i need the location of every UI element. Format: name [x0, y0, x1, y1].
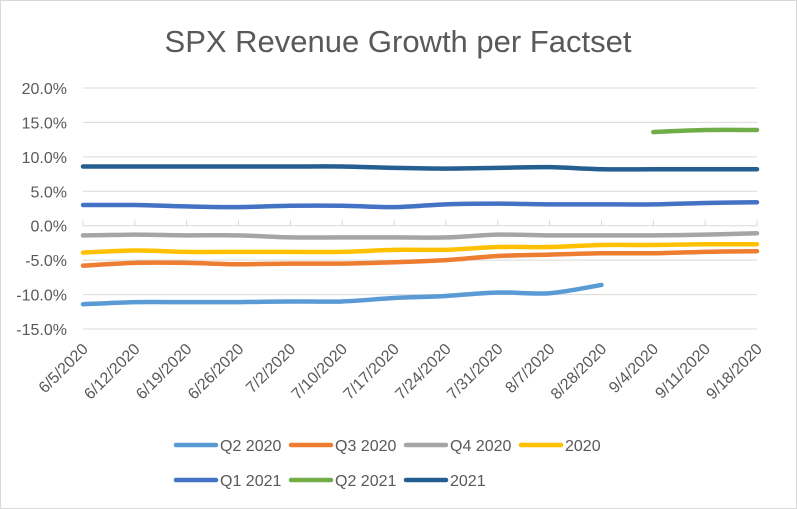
x-tick-label: 8/28/2020	[548, 341, 610, 403]
x-tick-label: 9/18/2020	[703, 341, 765, 403]
y-tick-label: 0.0%	[31, 219, 67, 236]
y-tick-label: 5.0%	[31, 184, 67, 201]
series-line-q3-2020	[80, 248, 760, 268]
legend-item-q3-2020: Q3 2020	[288, 438, 396, 455]
legend-label: Q1 2021	[220, 473, 281, 490]
y-tick-label: -10.0%	[16, 288, 67, 305]
legend-label: Q2 2020	[220, 438, 281, 455]
y-tick-label: 20.0%	[22, 81, 67, 98]
x-axis-labels: 6/5/20206/12/20206/19/20206/26/20207/2/2…	[36, 341, 766, 403]
series-line-2020	[80, 242, 760, 255]
y-tick-label: 10.0%	[22, 150, 67, 167]
legend-label: 2020	[565, 438, 601, 455]
y-tick-label: -5.0%	[25, 253, 67, 270]
legend-item-q1-2021: Q1 2021	[173, 473, 281, 490]
legend-label: Q4 2020	[450, 438, 511, 455]
series-line-2021	[80, 164, 760, 172]
legend-label: Q2 2021	[335, 473, 396, 490]
x-tick-label: 6/19/2020	[133, 341, 195, 403]
legend: Q2 2020 Q3 2020 Q4 2020 2020 Q1 2021 Q2 2021 2…	[173, 438, 601, 490]
chart-title: SPX Revenue Growth per Factset	[165, 24, 632, 59]
x-tick-label: 7/31/2020	[444, 341, 506, 403]
legend-label: 2021	[450, 473, 486, 490]
y-tick-label: 15.0%	[22, 115, 67, 132]
x-tick-label: 6/12/2020	[81, 341, 143, 403]
legend-item-q2-2021: Q2 2021	[288, 473, 396, 490]
series-lines	[80, 127, 760, 307]
legend-item-q2-2020: Q2 2020	[173, 438, 281, 455]
x-tick-label: 7/24/2020	[392, 341, 454, 403]
x-tick-label: 6/26/2020	[185, 341, 247, 403]
y-tick-label: -15.0%	[16, 322, 67, 339]
legend-item-q4-2020: Q4 2020	[403, 438, 511, 455]
legend-item-2021: 2021	[403, 473, 486, 490]
x-tick-label: 7/17/2020	[341, 341, 403, 403]
series-line-q1-2021	[80, 200, 760, 210]
y-axis: 20.0% 15.0% 10.0% 5.0% 0.0% -5.0% -10.0% -15.0%	[16, 81, 67, 339]
x-axis	[82, 219, 758, 227]
series-line-q4-2020	[80, 231, 760, 240]
legend-item-2020: 2020	[518, 438, 601, 455]
series-line-q2-2020	[80, 282, 604, 307]
series-line-q2-2021	[651, 127, 760, 135]
legend-label: Q3 2020	[335, 438, 396, 455]
x-tick-label: 7/10/2020	[289, 341, 351, 403]
